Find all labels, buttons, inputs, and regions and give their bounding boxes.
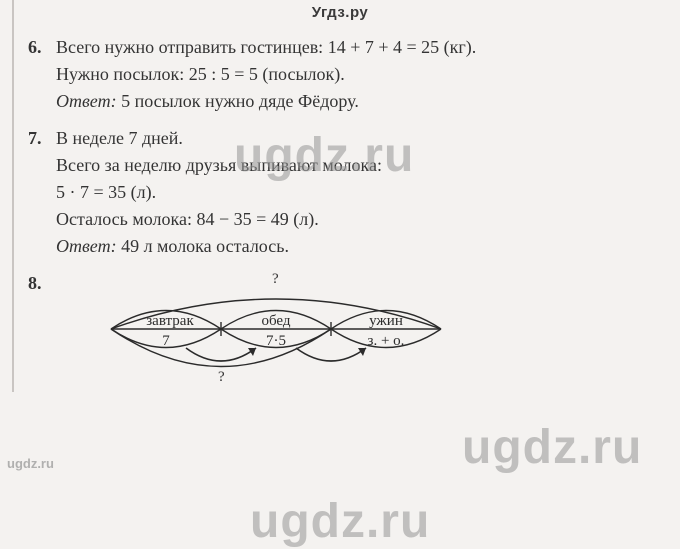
watermark-big: ugdz.ru xyxy=(250,494,430,549)
page-content: 6. Всего нужно отправить гостинцев: 14 +… xyxy=(12,0,680,392)
watermark-big: ugdz.ru xyxy=(462,420,642,475)
segment-diagram: ? xyxy=(96,274,476,384)
problem-7: 7. В неделе 7 дней.Всего за неделю друзь… xyxy=(28,125,680,260)
problem-body: В неделе 7 дней.Всего за неделю друзья в… xyxy=(56,125,680,260)
diagram-seg-value-1: 7 xyxy=(151,330,181,353)
watermark-small: ugdz.ru xyxy=(7,456,54,471)
problem-body: ? xyxy=(56,270,680,384)
problem-number: 7. xyxy=(28,125,56,260)
problem-6: 6. Всего нужно отправить гостинцев: 14 +… xyxy=(28,34,680,115)
problem-8: 8. ? xyxy=(28,270,680,384)
diagram-seg-value-3: з. + о. xyxy=(356,330,416,353)
problem-body: Всего нужно отправить гостинцев: 14 + 7 … xyxy=(56,34,680,115)
diagram-bottom-question: ? xyxy=(218,366,225,389)
problem-number: 8. xyxy=(28,270,56,384)
diagram-seg-value-2: 7·5 xyxy=(256,330,296,353)
problem-number: 6. xyxy=(28,34,56,115)
